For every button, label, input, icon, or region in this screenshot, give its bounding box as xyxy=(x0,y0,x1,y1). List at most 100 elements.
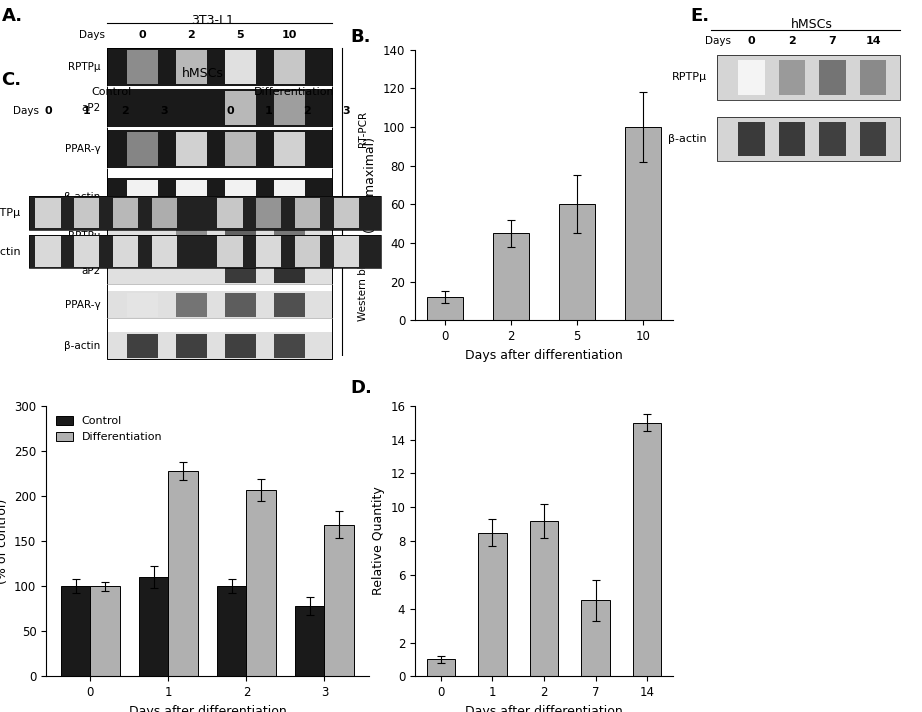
Bar xyxy=(217,586,246,676)
Text: 3: 3 xyxy=(342,106,350,116)
Bar xyxy=(717,56,900,100)
Text: PPAR-γ: PPAR-γ xyxy=(65,300,100,310)
Text: hMSCs: hMSCs xyxy=(791,18,833,31)
Bar xyxy=(74,236,100,267)
Bar xyxy=(218,236,242,267)
Bar xyxy=(779,61,805,95)
Text: RPTPμ: RPTPμ xyxy=(68,231,100,241)
X-axis label: Days after differentiation: Days after differentiation xyxy=(465,349,623,362)
Text: PPAR-γ: PPAR-γ xyxy=(65,145,100,155)
Text: aP2: aP2 xyxy=(81,103,100,113)
Bar xyxy=(218,198,242,229)
Bar xyxy=(29,196,381,230)
Bar xyxy=(225,91,256,125)
Bar xyxy=(582,600,609,676)
Bar xyxy=(107,223,332,360)
Bar xyxy=(295,198,320,229)
Bar xyxy=(779,122,805,156)
Bar xyxy=(61,586,90,676)
Bar xyxy=(35,198,61,229)
X-axis label: Days after differentiation: Days after differentiation xyxy=(128,705,287,712)
Text: RPTPμ: RPTPμ xyxy=(68,62,100,72)
Bar xyxy=(107,178,332,216)
Bar xyxy=(74,198,100,229)
Text: C.: C. xyxy=(2,71,21,89)
Text: 3: 3 xyxy=(160,106,168,116)
Text: RT-PCR: RT-PCR xyxy=(358,110,368,147)
Bar xyxy=(112,198,138,229)
Bar xyxy=(107,48,332,86)
Bar xyxy=(256,198,281,229)
Text: Western blot: Western blot xyxy=(358,254,368,321)
Bar xyxy=(29,234,381,268)
Bar xyxy=(427,297,463,320)
Bar xyxy=(625,127,661,320)
Bar xyxy=(175,334,207,357)
Text: 2: 2 xyxy=(788,36,796,46)
Bar xyxy=(169,471,198,676)
Text: RPTPμ: RPTPμ xyxy=(0,208,21,218)
Bar xyxy=(739,122,764,156)
Bar xyxy=(151,198,177,229)
Bar xyxy=(274,293,305,317)
Text: 2: 2 xyxy=(187,30,195,40)
Text: RPTPμ: RPTPμ xyxy=(672,73,707,83)
Bar xyxy=(175,224,207,248)
Bar xyxy=(633,423,661,676)
Bar xyxy=(274,334,305,357)
Text: E.: E. xyxy=(691,7,710,26)
Bar xyxy=(225,334,256,357)
Bar xyxy=(225,180,256,214)
Text: Days: Days xyxy=(704,36,731,46)
Bar xyxy=(126,293,159,317)
Bar xyxy=(126,51,159,84)
Text: β-actin: β-actin xyxy=(0,247,21,257)
Bar xyxy=(29,196,381,230)
Text: 0: 0 xyxy=(138,30,147,40)
Bar xyxy=(717,117,900,161)
Text: 2: 2 xyxy=(303,106,312,116)
Bar xyxy=(151,236,177,267)
Y-axis label: (% of control): (% of control) xyxy=(0,498,8,584)
Text: 5: 5 xyxy=(237,30,244,40)
Bar xyxy=(274,258,305,283)
Y-axis label: Relative Quantity: Relative Quantity xyxy=(372,487,384,595)
Bar xyxy=(860,61,886,95)
Bar xyxy=(175,180,207,214)
Bar xyxy=(530,521,558,676)
Bar xyxy=(225,224,256,248)
Bar xyxy=(225,258,256,283)
Bar xyxy=(274,132,305,166)
Y-axis label: (% of maximal): (% of maximal) xyxy=(364,137,377,233)
Bar xyxy=(325,525,354,676)
Bar xyxy=(860,122,886,156)
Text: 0: 0 xyxy=(748,36,755,46)
Text: 0: 0 xyxy=(226,106,234,116)
Bar xyxy=(717,117,900,161)
Bar xyxy=(175,51,207,84)
Bar xyxy=(107,48,332,216)
Text: 0: 0 xyxy=(44,106,52,116)
Text: B.: B. xyxy=(350,28,371,46)
Bar xyxy=(274,51,305,84)
Bar xyxy=(274,224,305,248)
Text: Days: Days xyxy=(13,106,39,116)
Text: 1: 1 xyxy=(265,106,273,116)
Bar xyxy=(225,51,256,84)
Text: 2: 2 xyxy=(122,106,129,116)
X-axis label: Days after differentiation: Days after differentiation xyxy=(465,705,623,712)
Text: β-actin: β-actin xyxy=(64,192,100,202)
Text: aP2: aP2 xyxy=(81,266,100,276)
Bar xyxy=(90,586,120,676)
Bar xyxy=(126,180,159,214)
Text: hMSCs: hMSCs xyxy=(182,67,224,80)
Text: 14: 14 xyxy=(866,36,881,46)
Bar xyxy=(126,334,159,357)
Bar xyxy=(139,577,169,676)
Bar xyxy=(334,236,359,267)
Text: 10: 10 xyxy=(282,30,297,40)
Bar xyxy=(107,257,332,284)
Bar xyxy=(274,91,305,125)
Bar xyxy=(225,132,256,166)
Text: A.: A. xyxy=(2,7,23,26)
